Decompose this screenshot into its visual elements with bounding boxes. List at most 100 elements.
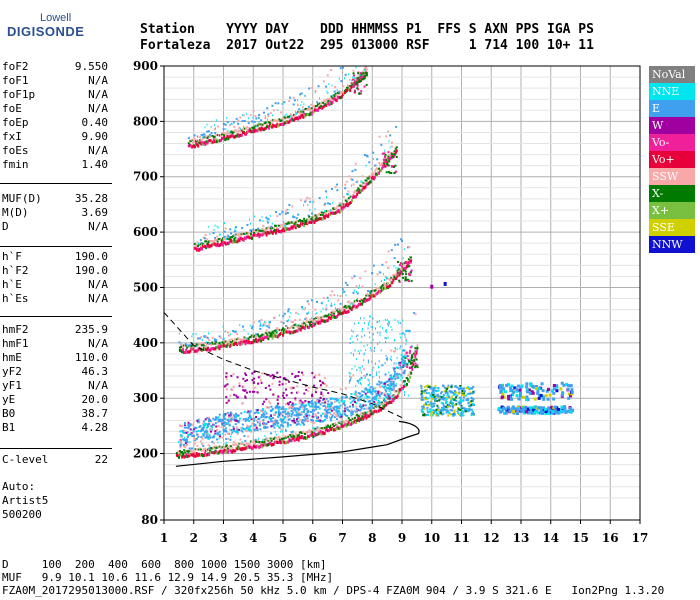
echo-dot [324, 319, 327, 323]
echo-dot [345, 311, 348, 315]
echo-dot [460, 400, 463, 403]
echo-dot [188, 447, 191, 450]
echo-dot [240, 133, 243, 137]
echo-dot [381, 263, 384, 266]
echo-dot [415, 350, 418, 353]
echo-dot [225, 437, 228, 440]
echo-dot [366, 155, 369, 158]
echo-dot [300, 434, 303, 438]
echo-dot [183, 350, 186, 354]
echo-dot [197, 433, 200, 436]
echo-dot [364, 411, 367, 414]
echo-dot [337, 92, 340, 95]
echo-dot [237, 341, 240, 345]
echo-dot [381, 327, 383, 330]
echo-dot [229, 394, 232, 397]
echo-dot [343, 410, 346, 413]
echo-dot [559, 387, 563, 391]
echo-dot [182, 453, 185, 457]
echo-dot [281, 421, 283, 424]
echo-dot [534, 405, 538, 409]
echo-dot [271, 374, 274, 377]
echo-dot [218, 233, 220, 236]
echo-dot [440, 401, 443, 404]
echo-dot [308, 429, 311, 432]
echo-dot [302, 431, 305, 434]
echo-dot [347, 421, 350, 425]
echo-dot [380, 391, 383, 394]
echo-dot [291, 221, 294, 224]
echo-dot [384, 403, 387, 407]
echo-dot [317, 213, 320, 216]
echo-dot [400, 386, 403, 390]
echo-dot [309, 200, 312, 203]
echo-dot [231, 236, 234, 239]
echo-dot [278, 383, 281, 386]
echo-dot [218, 335, 221, 338]
echo-dot [263, 416, 266, 419]
echo-dot [546, 387, 550, 391]
echo-dot [361, 302, 364, 306]
echo-dot [415, 358, 418, 361]
echo-dot [193, 427, 196, 430]
echo-dot [360, 317, 362, 320]
echo-dot [264, 332, 267, 335]
echo-dot [435, 408, 438, 411]
echo-dot [284, 441, 287, 445]
echo-dot [531, 391, 535, 395]
echo-dot [402, 269, 405, 272]
echo-dot [236, 430, 239, 433]
echo-dot [282, 430, 284, 433]
echo-dot [196, 448, 199, 451]
echo-dot [270, 432, 273, 435]
echo-dot [306, 108, 309, 111]
echo-dot [340, 206, 343, 210]
echo-dot [394, 391, 397, 394]
echo-dot [364, 74, 367, 77]
echo-dot [248, 336, 251, 339]
echo-dot [273, 436, 276, 439]
echo-dot [567, 384, 571, 388]
echo-dot [358, 80, 361, 83]
echo-dot [252, 381, 255, 384]
echo-dot [366, 411, 368, 414]
echo-dot [216, 420, 219, 423]
echo-dot [403, 354, 406, 357]
echo-dot [195, 142, 198, 146]
echo-dot [365, 72, 368, 76]
echo-dot [321, 301, 323, 304]
echo-dot [470, 396, 473, 399]
echo-dot [187, 424, 190, 427]
echo-dot [270, 443, 273, 447]
param-label: yE [2, 393, 16, 406]
echo-dot [348, 306, 351, 310]
echo-dot [369, 373, 372, 376]
echo-dot [520, 384, 524, 388]
echo-dot [276, 215, 279, 218]
echo-dot [324, 399, 327, 402]
echo-dot [387, 157, 390, 160]
echo-dot [197, 337, 200, 340]
echo-dot [338, 427, 341, 431]
echo-dot [529, 382, 533, 386]
echo-dot [466, 408, 469, 411]
echo-dot [276, 438, 279, 441]
echo-dot [225, 378, 228, 381]
echo-dot [412, 363, 415, 367]
echo-dot [327, 210, 330, 213]
echo-dot [359, 190, 362, 194]
echo-dot [187, 433, 190, 436]
echo-dot [451, 406, 454, 409]
echo-dot [304, 94, 306, 97]
echo-dot [321, 430, 324, 434]
echo-dot [260, 233, 263, 237]
y-tick-label: 300 [133, 391, 158, 405]
echo-dot [353, 91, 356, 94]
echo-dot [218, 430, 221, 433]
echo-dot [297, 99, 299, 102]
echo-dot [312, 413, 315, 416]
echo-dot [257, 418, 260, 421]
echo-dot [301, 307, 303, 310]
echo-dot [211, 341, 214, 344]
echo-dot [230, 130, 233, 133]
